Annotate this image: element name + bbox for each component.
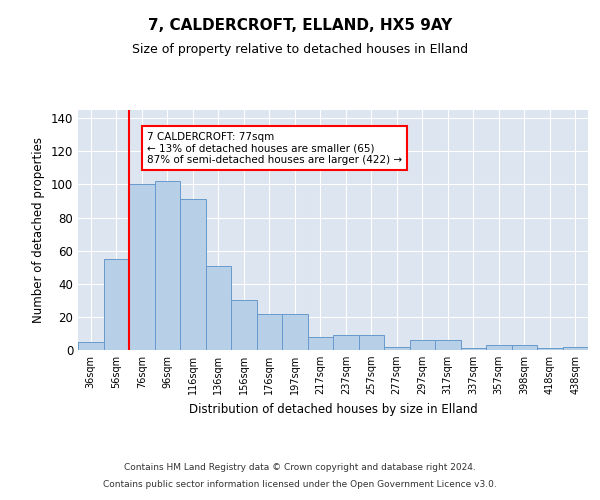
X-axis label: Distribution of detached houses by size in Elland: Distribution of detached houses by size … <box>188 402 478 415</box>
Bar <box>308 337 333 350</box>
Bar <box>537 348 563 350</box>
Text: Contains public sector information licensed under the Open Government Licence v3: Contains public sector information licen… <box>103 480 497 489</box>
Text: 7 CALDERCROFT: 77sqm
← 13% of detached houses are smaller (65)
87% of semi-detac: 7 CALDERCROFT: 77sqm ← 13% of detached h… <box>147 132 402 164</box>
Bar <box>435 340 461 350</box>
Text: Size of property relative to detached houses in Elland: Size of property relative to detached ho… <box>132 42 468 56</box>
Bar <box>282 314 308 350</box>
Bar <box>129 184 155 350</box>
Bar <box>333 335 359 350</box>
Text: 7, CALDERCROFT, ELLAND, HX5 9AY: 7, CALDERCROFT, ELLAND, HX5 9AY <box>148 18 452 32</box>
Bar <box>180 200 205 350</box>
Bar <box>563 346 588 350</box>
Bar <box>78 342 104 350</box>
Bar <box>409 340 435 350</box>
Bar <box>461 348 486 350</box>
Bar <box>511 345 537 350</box>
Text: Contains HM Land Registry data © Crown copyright and database right 2024.: Contains HM Land Registry data © Crown c… <box>124 464 476 472</box>
Bar <box>384 346 409 350</box>
Bar <box>155 181 180 350</box>
Y-axis label: Number of detached properties: Number of detached properties <box>32 137 45 323</box>
Bar <box>257 314 282 350</box>
Bar <box>359 335 384 350</box>
Bar <box>205 266 231 350</box>
Bar <box>486 345 511 350</box>
Bar <box>104 259 129 350</box>
Bar <box>231 300 257 350</box>
